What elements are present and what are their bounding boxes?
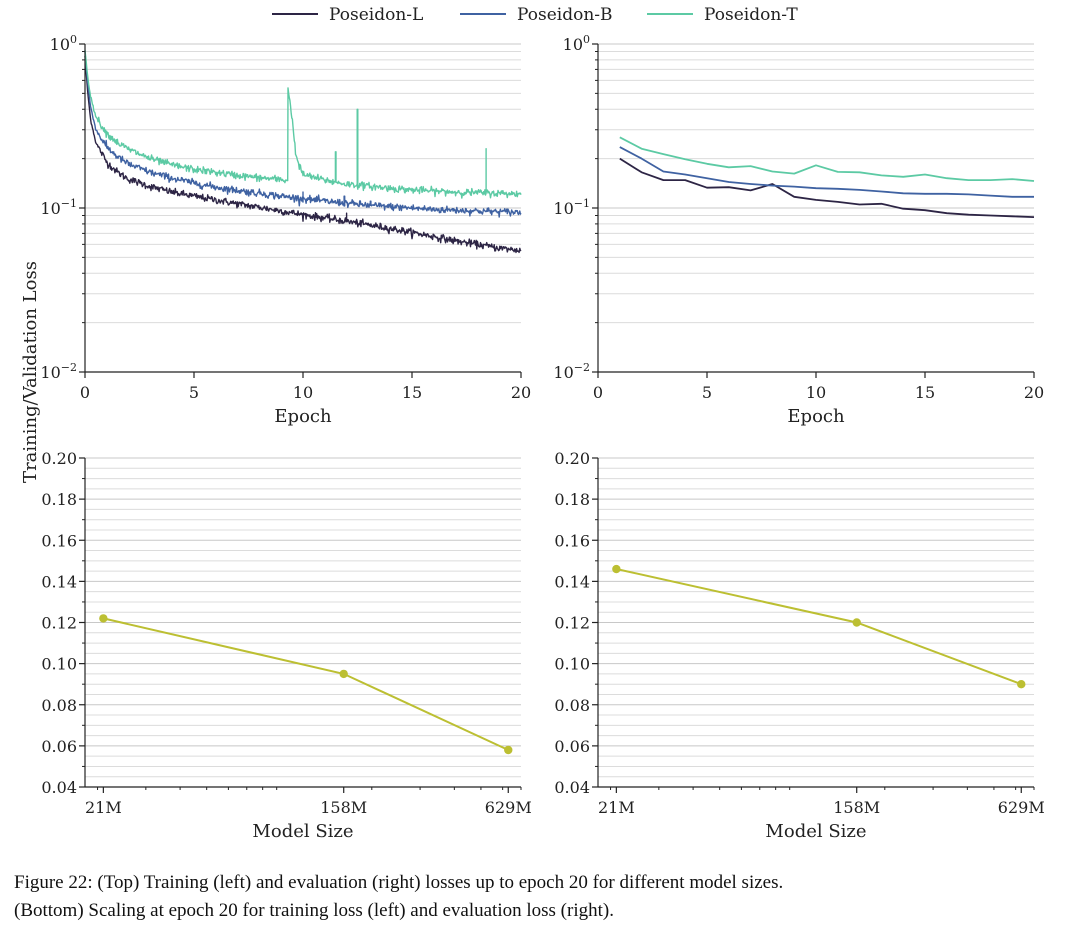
x-tick-label: 5 — [702, 383, 712, 402]
y-tick-label: 0.16 — [554, 531, 590, 550]
data-point-158m — [852, 618, 861, 627]
y-tick-label: 10−1 — [40, 197, 77, 218]
data-point-21m — [99, 614, 108, 623]
y-tick-label: 0.08 — [554, 696, 590, 715]
x-tick-label: 15 — [402, 383, 422, 402]
caption-line-1: Figure 22: (Top) Training (left) and eva… — [14, 872, 784, 893]
legend-label-poseidon-b: Poseidon-B — [517, 5, 613, 25]
figure-caption: Figure 22: (Top) Training (left) and eva… — [14, 869, 1074, 925]
y-tick-label: 100 — [563, 33, 590, 54]
eval-loss-panel: 100 10−1 10−20 5 10 15 20 Epoch — [553, 33, 1044, 427]
legend: Poseidon-L Poseidon-B Poseidon-T — [272, 5, 798, 25]
y-tick-label: 0.08 — [41, 696, 77, 715]
y-tick-label: 0.06 — [554, 737, 590, 756]
y-tick-label: 0.20 — [554, 449, 590, 468]
x-tick-label: 158M — [320, 798, 367, 817]
y-tick-label: 100 — [50, 33, 77, 54]
eval-scaling-panel: 0.04 0.06 0.08 0.10 0.12 0.14 0.16 0.18 0.20 21M 1… — [554, 449, 1044, 842]
data-point-21m — [612, 564, 621, 574]
x-tick-label: 5 — [189, 383, 199, 402]
x-tick-label: 15 — [915, 383, 935, 402]
figure: Poseidon-L Poseidon-B Poseidon-T Training/… — [20, 5, 1045, 842]
x-axis-label: Epoch — [274, 406, 332, 427]
legend-label-poseidon-l: Poseidon-L — [329, 5, 423, 25]
y-tick-label: 0.04 — [554, 778, 590, 797]
y-tick-label: 0.10 — [554, 655, 590, 674]
x-tick-label: 20 — [1024, 383, 1044, 402]
y-tick-label: 0.18 — [554, 490, 590, 509]
y-tick-label: 0.12 — [41, 614, 77, 633]
y-tick-label: 10−2 — [40, 361, 77, 382]
data-point-629m — [504, 745, 513, 755]
x-axis-label: Model Size — [765, 821, 866, 842]
series-line-poseidon-b — [619, 146, 1034, 198]
series-line-poseidon-t — [84, 49, 522, 199]
data-point-629m — [1017, 679, 1026, 689]
y-tick-label: 10−1 — [553, 197, 590, 218]
series-line-poseidon-l — [619, 157, 1035, 218]
series-line-poseidon-l — [84, 55, 522, 254]
train-loss-panel: 100 10−1 10−20 5 10 15 20 Epoch — [40, 33, 531, 427]
y-tick-label: 0.10 — [41, 655, 77, 674]
x-tick-label: 0 — [80, 383, 90, 402]
x-tick-label: 10 — [293, 383, 313, 402]
y-tick-label: 0.04 — [41, 778, 77, 797]
y-tick-label: 0.18 — [41, 490, 77, 509]
x-tick-label: 158M — [833, 798, 880, 817]
y-tick-label: 0.12 — [554, 614, 590, 633]
legend-label-poseidon-t: Poseidon-T — [704, 5, 798, 25]
x-axis-label: Epoch — [787, 406, 845, 427]
x-tick-label: 0 — [593, 383, 603, 402]
y-tick-label: 0.14 — [554, 572, 590, 591]
series-line-poseidon-t — [619, 136, 1035, 182]
y-tick-label: 0.14 — [41, 572, 77, 591]
series-line-poseidon-b — [84, 51, 522, 218]
x-axis-label: Model Size — [252, 821, 353, 842]
x-tick-label: 20 — [511, 383, 531, 402]
scaling-line — [616, 568, 1022, 686]
x-tick-label: 10 — [806, 383, 826, 402]
x-tick-label: 21M — [598, 798, 635, 817]
x-tick-label: 21M — [85, 798, 122, 817]
y-tick-label: 0.20 — [41, 449, 77, 468]
x-tick-label: 629M — [485, 798, 532, 817]
y-tick-label: 0.06 — [41, 737, 77, 756]
shared-ylabel: Training/Validation Loss — [20, 261, 41, 483]
y-tick-label: 10−2 — [553, 361, 590, 382]
data-point-158m — [339, 669, 348, 679]
caption-line-2: (Bottom) Scaling at epoch 20 for trainin… — [14, 900, 614, 921]
train-scaling-panel: 0.04 0.06 0.08 0.10 0.12 0.14 0.16 0.18 0.20 21M 1… — [41, 449, 531, 842]
x-tick-label: 629M — [998, 798, 1045, 817]
y-tick-label: 0.16 — [41, 531, 77, 550]
